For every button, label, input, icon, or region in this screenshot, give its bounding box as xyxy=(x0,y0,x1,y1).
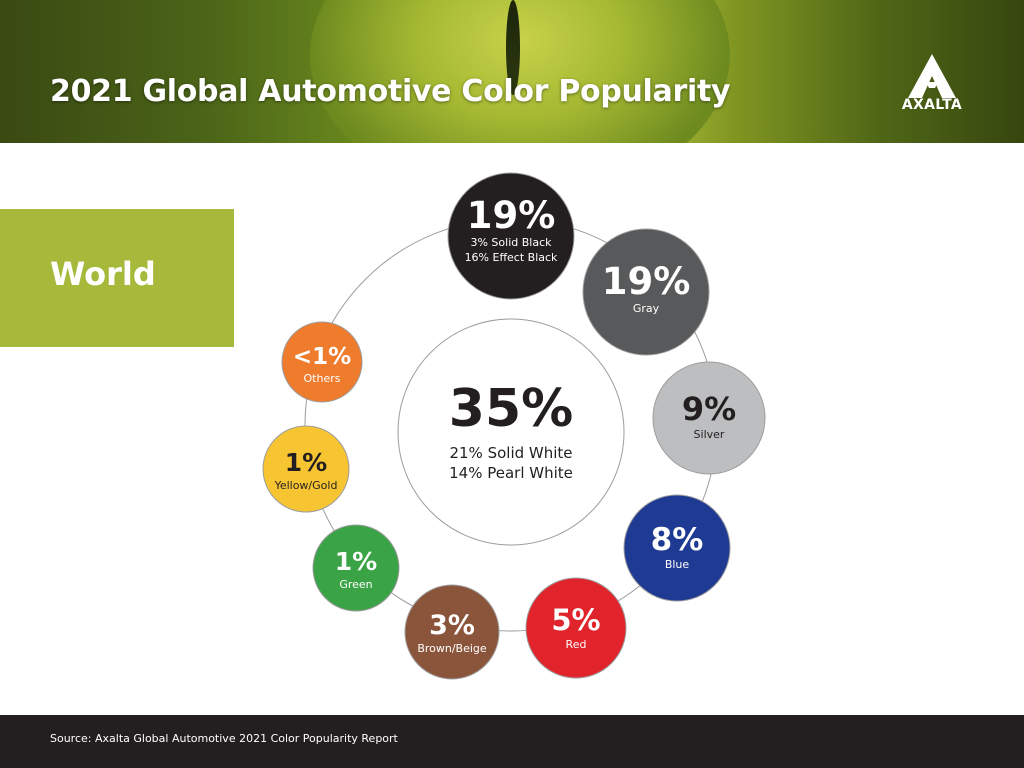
bubble-green: 1% Green xyxy=(312,524,400,612)
bubble-brown-beige-value: 3% xyxy=(429,610,475,641)
bubble-silver: 9%Silver xyxy=(652,361,766,475)
bubble-black-circle xyxy=(447,172,575,300)
region-label: World xyxy=(50,255,156,293)
bubble-green-value: 1% xyxy=(335,547,377,576)
bubble-white: 35% 21% Solid White 14% Pearl White xyxy=(397,318,625,546)
region-panel xyxy=(0,209,234,347)
bubble-red: 5%Red xyxy=(525,577,627,679)
footer-source: Source: Axalta Global Automotive 2021 Co… xyxy=(50,732,398,745)
bubble-white-detail: 21% Solid White xyxy=(449,444,572,462)
bubble-gray-circle xyxy=(582,228,710,356)
header-banner xyxy=(0,0,1024,143)
bubble-gray-value: 19% xyxy=(602,260,691,303)
bubble-green-circle xyxy=(312,524,400,612)
axalta-logo-icon xyxy=(908,54,956,98)
bubble-black-label: 16% Effect Black xyxy=(465,251,558,264)
bubble-red-label: Red xyxy=(566,638,587,651)
bubble-white-value: 35% xyxy=(449,379,573,439)
bubble-brown-beige-circle xyxy=(404,584,500,680)
page-title: 2021 Global Automotive Color Popularity xyxy=(50,74,731,109)
axalta-logo: AXALTA xyxy=(890,52,974,116)
bubble-black-value: 19% xyxy=(467,194,556,237)
bubble-blue-label: Blue xyxy=(665,558,690,571)
bubble-silver-circle xyxy=(652,361,766,475)
bubble-yellow-gold-label: Yellow/Gold xyxy=(274,479,338,492)
bubble-silver-label: Silver xyxy=(694,428,725,441)
bubble-red-circle xyxy=(525,577,627,679)
bubble-yellow-gold-value: 1% xyxy=(285,448,327,477)
bubble-black-label: 3% Solid Black xyxy=(470,236,552,249)
bubble-others-circle xyxy=(281,321,363,403)
bubble-yellow-gold-circle xyxy=(262,425,350,513)
banner-pupil-image xyxy=(506,0,520,95)
bubble-white-detail: 14% Pearl White xyxy=(449,464,573,482)
bubble-others-value: <1% xyxy=(293,344,351,370)
bubble-others: <1% Others xyxy=(281,321,363,403)
bubble-blue-value: 8% xyxy=(651,522,704,558)
bubble-black: 19%3% Solid Black 16% Effect Black xyxy=(447,172,575,300)
logo-text: AXALTA xyxy=(901,97,963,113)
bubble-blue-circle xyxy=(623,494,731,602)
bubble-gray: 19%Gray xyxy=(582,228,710,356)
banner-eye-image xyxy=(310,0,730,143)
bubble-gray-label: Gray xyxy=(633,302,660,315)
bubble-brown-beige-label: Brown/Beige xyxy=(417,642,487,655)
bubble-yellow-gold: 1% Yellow/Gold xyxy=(262,425,350,513)
bubble-red-value: 5% xyxy=(551,603,600,637)
bubble-silver-value: 9% xyxy=(682,390,736,428)
footer-bar xyxy=(0,715,1024,768)
bubble-green-label: Green xyxy=(339,578,372,591)
bubble-brown-beige: 3%Brown/Beige xyxy=(404,584,500,680)
bubble-others-label: Others xyxy=(304,372,341,385)
bubble-white-circle xyxy=(397,318,625,546)
bubble-blue: 8%Blue xyxy=(623,494,731,602)
